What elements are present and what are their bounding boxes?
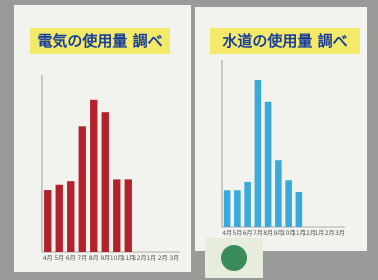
x-tick-label: 4月	[222, 230, 232, 237]
bar	[125, 179, 132, 252]
bar	[234, 190, 241, 227]
emblem	[221, 245, 247, 271]
x-tick-label: 5月	[232, 230, 242, 237]
bar	[102, 112, 109, 252]
photo: 電気の使用量 調べ4月5月6月7月8月9月10月11月12月1月2月3月水道の使…	[0, 0, 378, 280]
chart-title: 水道の使用量 調べ	[222, 32, 347, 50]
x-tick-label: 6月	[66, 255, 76, 262]
x-tick-label: 12月	[133, 255, 147, 262]
bar	[265, 102, 272, 227]
x-tick-label: 3月	[169, 255, 179, 262]
x-tick-label: 8月	[263, 230, 273, 237]
x-tick-label: 7月	[253, 230, 263, 237]
bar	[275, 160, 282, 227]
x-tick-label: 6月	[243, 230, 253, 237]
chart-title: 電気の使用量 調べ	[37, 32, 162, 50]
bar	[56, 185, 63, 252]
x-tick-label: 4月	[43, 255, 53, 262]
bar	[67, 181, 74, 252]
x-tick-label: 3月	[335, 230, 345, 237]
x-tick-label: 8月	[89, 255, 99, 262]
x-tick-label: 1月	[314, 230, 324, 237]
x-tick-label: 2月	[325, 230, 335, 237]
bar	[296, 192, 303, 227]
x-tick-label: 2月	[158, 255, 168, 262]
x-tick-label: 5月	[54, 255, 64, 262]
bar	[113, 179, 120, 252]
bar	[79, 126, 86, 252]
bar	[224, 190, 231, 227]
bar	[244, 182, 251, 227]
bar	[285, 180, 292, 227]
bar	[255, 80, 262, 227]
bar	[90, 100, 97, 252]
x-tick-label: 7月	[77, 255, 87, 262]
x-tick-label: 9月	[100, 255, 110, 262]
x-tick-label: 1月	[146, 255, 156, 262]
bar	[44, 190, 51, 252]
